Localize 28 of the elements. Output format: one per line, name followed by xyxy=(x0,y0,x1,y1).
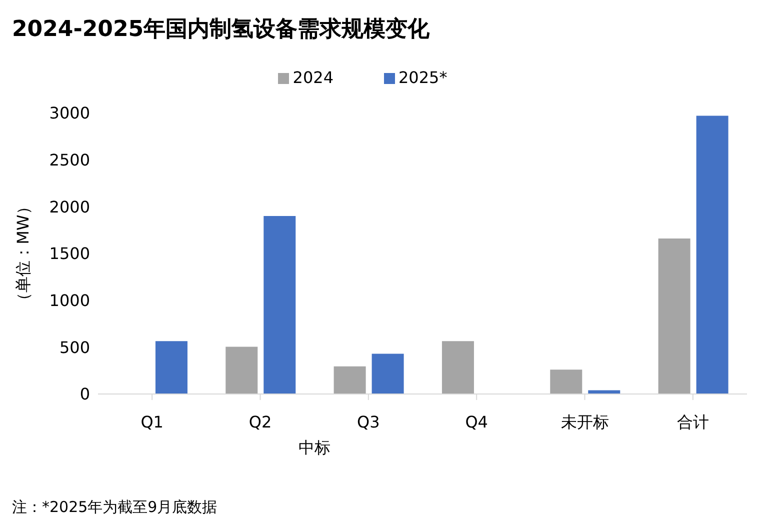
bar xyxy=(264,216,296,394)
chart-title: 2024-2025年国内制氢设备需求规模变化 xyxy=(11,16,431,44)
text: 中标 xyxy=(297,438,332,459)
x-tick-label: Q1 xyxy=(140,412,164,432)
bar xyxy=(658,238,690,394)
y-axis-title: （单位：MW） xyxy=(14,198,33,308)
y-tick-label: 0 xyxy=(80,384,90,404)
bar xyxy=(334,366,366,394)
bar xyxy=(442,341,474,394)
x-tick-label: Q4 xyxy=(465,412,488,432)
text: 注：*2025年为截至9月底数据 xyxy=(11,497,218,517)
y-tick-label: 1000 xyxy=(49,291,90,310)
y-tick-label: 1500 xyxy=(49,244,90,264)
legend-label: 2025* xyxy=(398,68,448,87)
bar xyxy=(226,346,258,394)
x-tick-label: 合计 xyxy=(676,412,709,432)
bar xyxy=(550,370,582,394)
x-tick-label: Q2 xyxy=(248,412,272,432)
y-tick-label: 2500 xyxy=(49,150,90,170)
y-tick-label: 3000 xyxy=(49,104,90,123)
y-tick-label: 2000 xyxy=(49,197,90,216)
y-tick-label: 500 xyxy=(59,338,90,357)
legend-label: 2024 xyxy=(292,68,334,87)
x-tick-label: Q3 xyxy=(357,412,380,432)
x-tick-label: 未开标 xyxy=(560,412,609,432)
bar xyxy=(372,354,404,394)
bar xyxy=(696,116,728,394)
bar xyxy=(155,341,188,394)
